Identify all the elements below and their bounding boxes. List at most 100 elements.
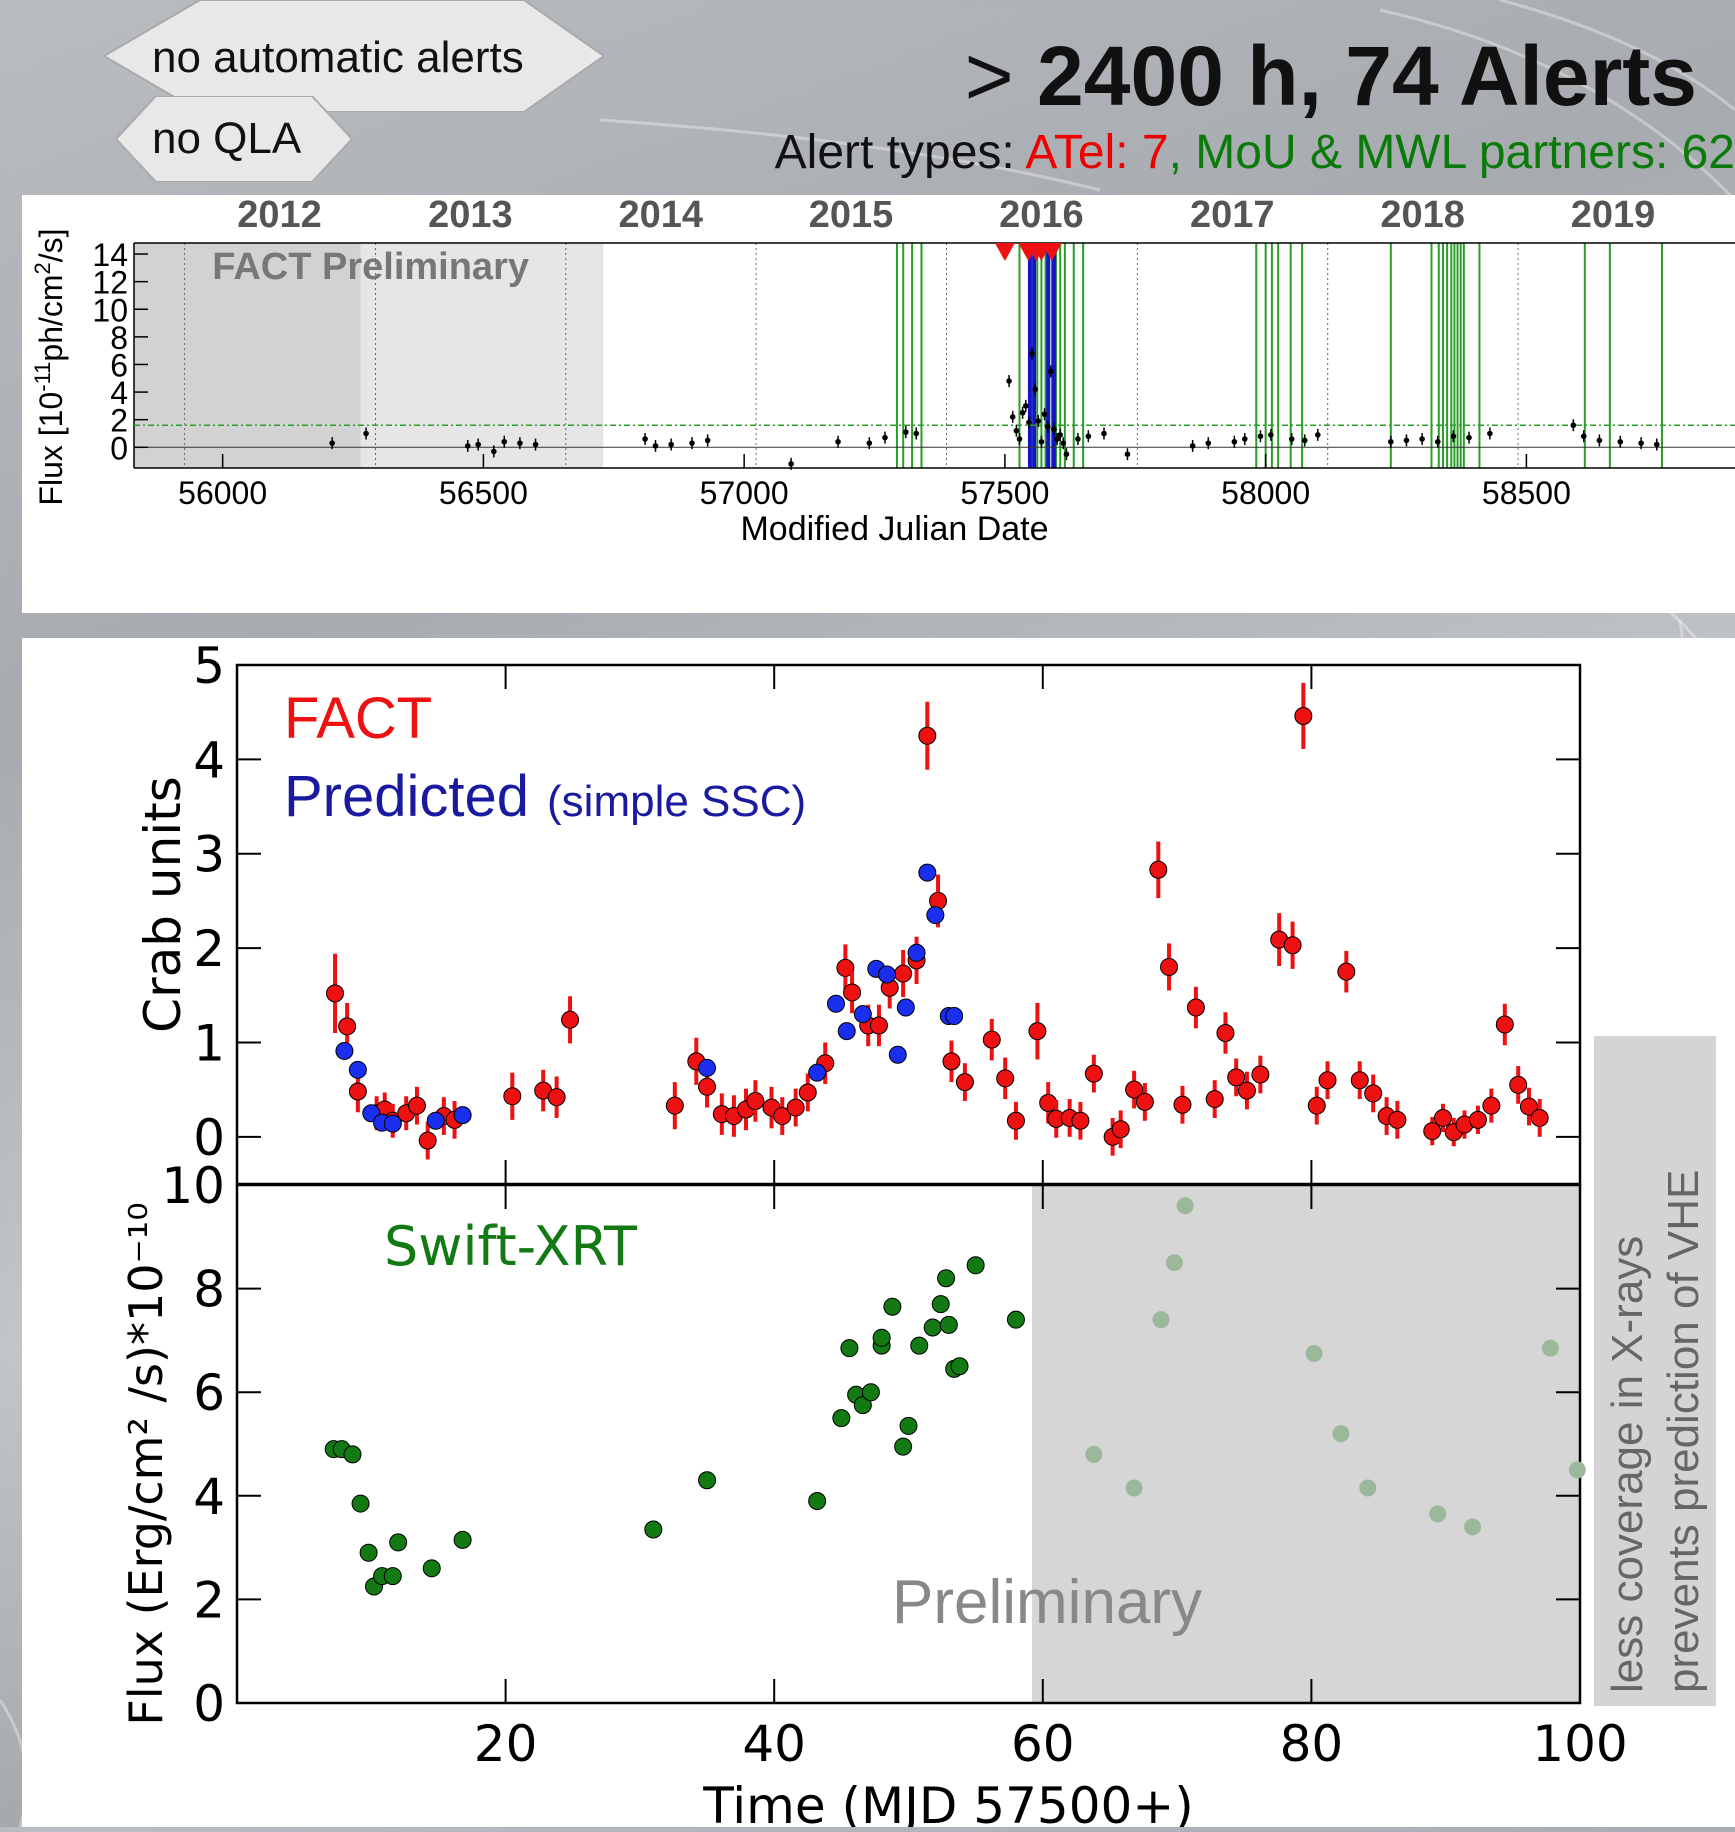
x-tick-label: 58000 xyxy=(1221,475,1310,511)
swift-point xyxy=(644,1520,663,1539)
coverage-note-box xyxy=(1594,1036,1716,1706)
flux-point xyxy=(1231,438,1238,445)
fact-point xyxy=(1283,936,1302,955)
swift-point xyxy=(389,1533,408,1552)
flux-point xyxy=(1403,437,1410,444)
flux-point xyxy=(1035,418,1042,424)
swift-point-faded xyxy=(1332,1425,1350,1443)
lower-y-axis-label: Flux (Erg/cm² /s)*10⁻¹⁰ xyxy=(119,1202,173,1725)
year-label: 2015 xyxy=(809,195,894,236)
flux-point xyxy=(517,440,523,446)
flux-point xyxy=(1075,436,1081,442)
swift-point xyxy=(950,1357,969,1376)
flux-point xyxy=(1051,426,1057,433)
flux-point xyxy=(1063,451,1070,457)
predicted-point xyxy=(853,1005,872,1024)
flux-point xyxy=(1434,438,1441,445)
fact-point xyxy=(1434,1108,1453,1127)
flux-point xyxy=(1617,438,1624,445)
flux-point xyxy=(1101,430,1107,437)
flux-point xyxy=(1057,432,1063,438)
fact-point xyxy=(955,1073,974,1092)
lower-y-tick-label: 4 xyxy=(193,1468,225,1526)
preliminary-label: FACT Preliminary xyxy=(212,246,529,288)
flux-point xyxy=(1257,433,1264,440)
swift-point xyxy=(698,1471,717,1490)
flux-point xyxy=(1019,409,1026,416)
alert-types: Alert types: ATel: 7, MoU & MWL partners… xyxy=(775,125,1735,180)
y-tick-label: 4 xyxy=(110,375,128,411)
y-tick-label: 10 xyxy=(92,292,128,328)
predicted-point xyxy=(808,1063,827,1082)
predicted-point xyxy=(907,943,926,962)
swift-point xyxy=(832,1409,851,1428)
swift-point xyxy=(872,1328,891,1347)
y-tick-label: 2 xyxy=(110,403,128,439)
legend-predicted-note: (simple SSC) xyxy=(547,777,806,826)
swift-point-faded xyxy=(1429,1505,1447,1523)
swift-point xyxy=(359,1543,378,1562)
flux-point xyxy=(1041,411,1048,417)
swift-point-faded xyxy=(1152,1311,1170,1329)
swift-point xyxy=(931,1295,950,1314)
predicted-point xyxy=(383,1114,402,1133)
y-axis-label: Flux [10-11ph/cm2/s] xyxy=(30,228,69,505)
legend-swift: Swift-XRT xyxy=(384,1215,638,1278)
flux-point xyxy=(642,436,648,442)
fact-point xyxy=(561,1010,580,1029)
flux-point xyxy=(329,440,335,446)
upper-y-tick-label: 4 xyxy=(193,731,225,789)
y-axis-label-part: 2 xyxy=(30,262,55,274)
x-tick-label: 57500 xyxy=(960,475,1049,511)
fact-point xyxy=(982,1030,1001,1049)
fact-point xyxy=(1482,1096,1501,1115)
fact-point xyxy=(1318,1071,1337,1090)
predicted-point xyxy=(335,1041,354,1060)
x-axis-label: Modified Julian Date xyxy=(740,510,1048,548)
atel-marker xyxy=(1041,243,1062,261)
y-tick-label: 14 xyxy=(92,237,128,273)
fact-point xyxy=(1509,1075,1528,1094)
predicted-point xyxy=(426,1111,445,1130)
year-label: 2019 xyxy=(1571,195,1656,236)
flux-point xyxy=(1029,350,1035,357)
swift-point xyxy=(894,1437,913,1456)
bottom-lightcurve-panel: 0 1 2 3 4 5 0 2 4 6 8 10 20 40 60 80 100 FACT Predicted (si… xyxy=(22,637,1735,1832)
year-label: 2017 xyxy=(1190,195,1275,236)
swift-point xyxy=(923,1318,942,1337)
flux-point xyxy=(1189,443,1196,449)
alert-types-label: Alert types: xyxy=(774,126,1026,179)
flux-point xyxy=(1054,436,1060,442)
lower-y-tick-label: 8 xyxy=(193,1261,225,1319)
lower-x-tick-label: 40 xyxy=(742,1715,806,1773)
flux-point xyxy=(788,461,794,467)
top-lightcurve-panel: 2012 2013 2014 2015 2016 2017 2018 2019 0 2 4 6 8 10 1… xyxy=(22,194,1735,613)
fact-point xyxy=(843,983,862,1002)
swift-point-faded xyxy=(1125,1479,1143,1497)
swift-point xyxy=(808,1491,827,1510)
swift-point-faded xyxy=(1176,1197,1194,1215)
year-label: 2016 xyxy=(999,195,1084,236)
no-alerts-shading xyxy=(134,243,361,468)
predicted-point xyxy=(698,1058,717,1077)
preliminary-shading xyxy=(1032,1185,1580,1703)
fact-point xyxy=(869,1016,888,1035)
flux-point xyxy=(1047,368,1054,375)
flux-point xyxy=(1060,440,1067,446)
flux-point xyxy=(913,430,920,437)
swift-point-faded xyxy=(1085,1445,1103,1463)
y-axis-label-part: ph/cm xyxy=(33,274,69,361)
swift-point xyxy=(343,1445,362,1464)
swift-point-faded xyxy=(1541,1339,1559,1357)
headline-bold: 2400 h, 74 Alerts xyxy=(1037,29,1697,123)
fact-point xyxy=(1294,706,1313,725)
swift-point xyxy=(840,1339,859,1358)
fact-point xyxy=(1519,1097,1538,1116)
atel-marker xyxy=(994,243,1015,261)
flux-point xyxy=(903,429,909,435)
atel-count: ATel: 7 xyxy=(1025,126,1169,179)
fact-point xyxy=(698,1077,717,1096)
swift-point xyxy=(453,1530,472,1549)
flux-point xyxy=(1301,437,1308,444)
top-lightcurve-chart: 2012 2013 2014 2015 2016 2017 2018 201902468101… xyxy=(30,194,1735,548)
